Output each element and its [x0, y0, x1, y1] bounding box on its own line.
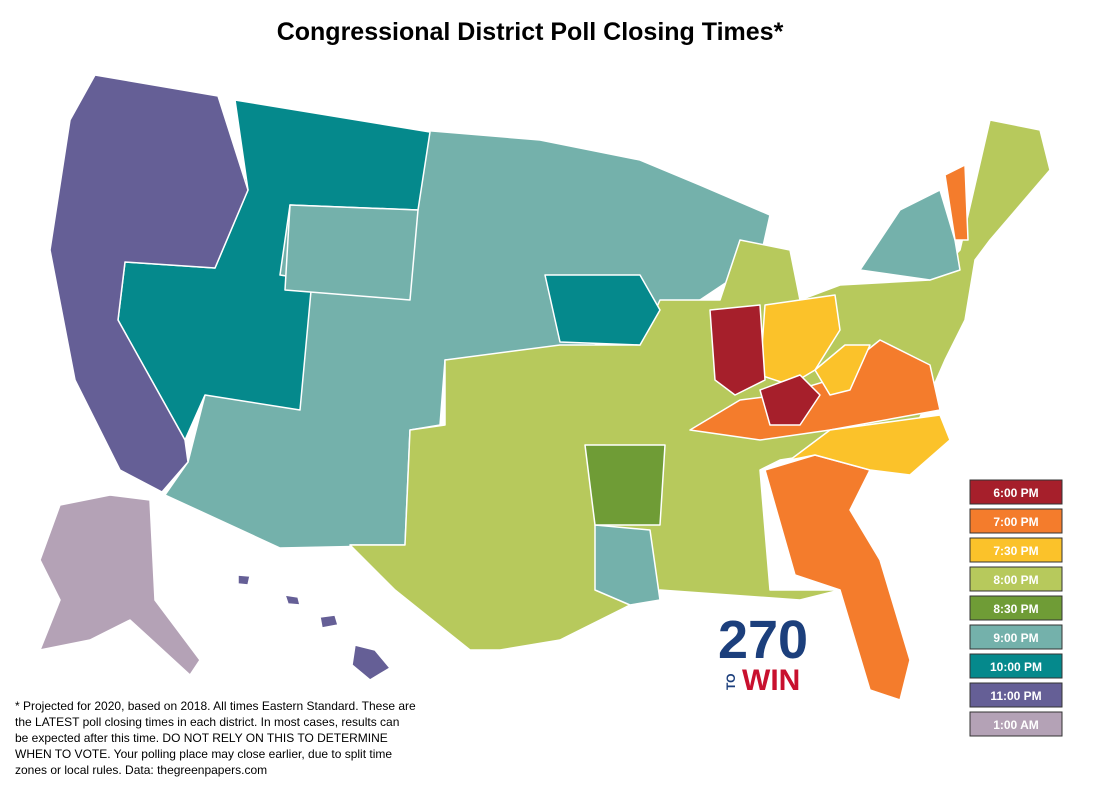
legend-label: 8:00 PM [993, 573, 1038, 587]
region [544, 274, 661, 346]
region [814, 344, 871, 396]
logo-win: WIN [742, 664, 800, 697]
legend-label: 8:30 PM [993, 602, 1038, 616]
legend-swatch [969, 479, 1063, 505]
us-map [39, 74, 1051, 701]
region [49, 74, 249, 493]
footnote-line: zones or local rules. Data: thegreenpape… [15, 763, 267, 777]
region [349, 119, 1051, 651]
legend-label: 10:00 PM [990, 660, 1042, 674]
region [789, 414, 951, 476]
region [944, 164, 969, 241]
footnote-line: * Projected for 2020, based on 2018. All… [15, 699, 416, 713]
legend-swatch [969, 595, 1063, 621]
logo-number: 270 [718, 610, 808, 670]
footnote-line: WHEN TO VOTE. Your polling place may clo… [15, 747, 392, 761]
title: Congressional District Poll Closing Time… [277, 18, 784, 46]
region [759, 374, 821, 426]
legend-swatch [969, 537, 1063, 563]
legend-label: 6:00 PM [993, 486, 1038, 500]
legend-label: 1:00 AM [993, 718, 1039, 732]
region [709, 304, 766, 396]
logo-to: TO [724, 674, 738, 690]
legend-swatch [969, 566, 1063, 592]
region [351, 644, 391, 681]
region [284, 594, 301, 606]
legend-label: 11:00 PM [990, 689, 1041, 703]
footnote-line: be expected after this time. DO NOT RELY… [15, 731, 388, 745]
legend-swatch [969, 682, 1063, 708]
legend: 6:00 PM 7:00 PM 7:30 PM 8:00 PM 8:30 PM 9:00 … [969, 479, 1063, 737]
legend-swatch [969, 508, 1063, 534]
region [39, 494, 201, 676]
footnote: * Projected for 2020, based on 2018. All… [15, 699, 416, 777]
legend-swatch [969, 711, 1063, 737]
region [319, 614, 339, 629]
region [859, 189, 961, 281]
region [284, 204, 419, 301]
legend-swatch [969, 624, 1063, 650]
legend-label: 7:30 PM [993, 544, 1038, 558]
footnote-line: the LATEST poll closing times in each di… [15, 715, 399, 729]
region [237, 574, 251, 586]
legend-label: 7:00 PM [993, 515, 1038, 529]
logo: 270 TO WIN [718, 610, 808, 697]
region [584, 444, 666, 526]
region [594, 524, 661, 606]
legend-swatch [969, 653, 1063, 679]
legend-label: 9:00 PM [993, 631, 1038, 645]
